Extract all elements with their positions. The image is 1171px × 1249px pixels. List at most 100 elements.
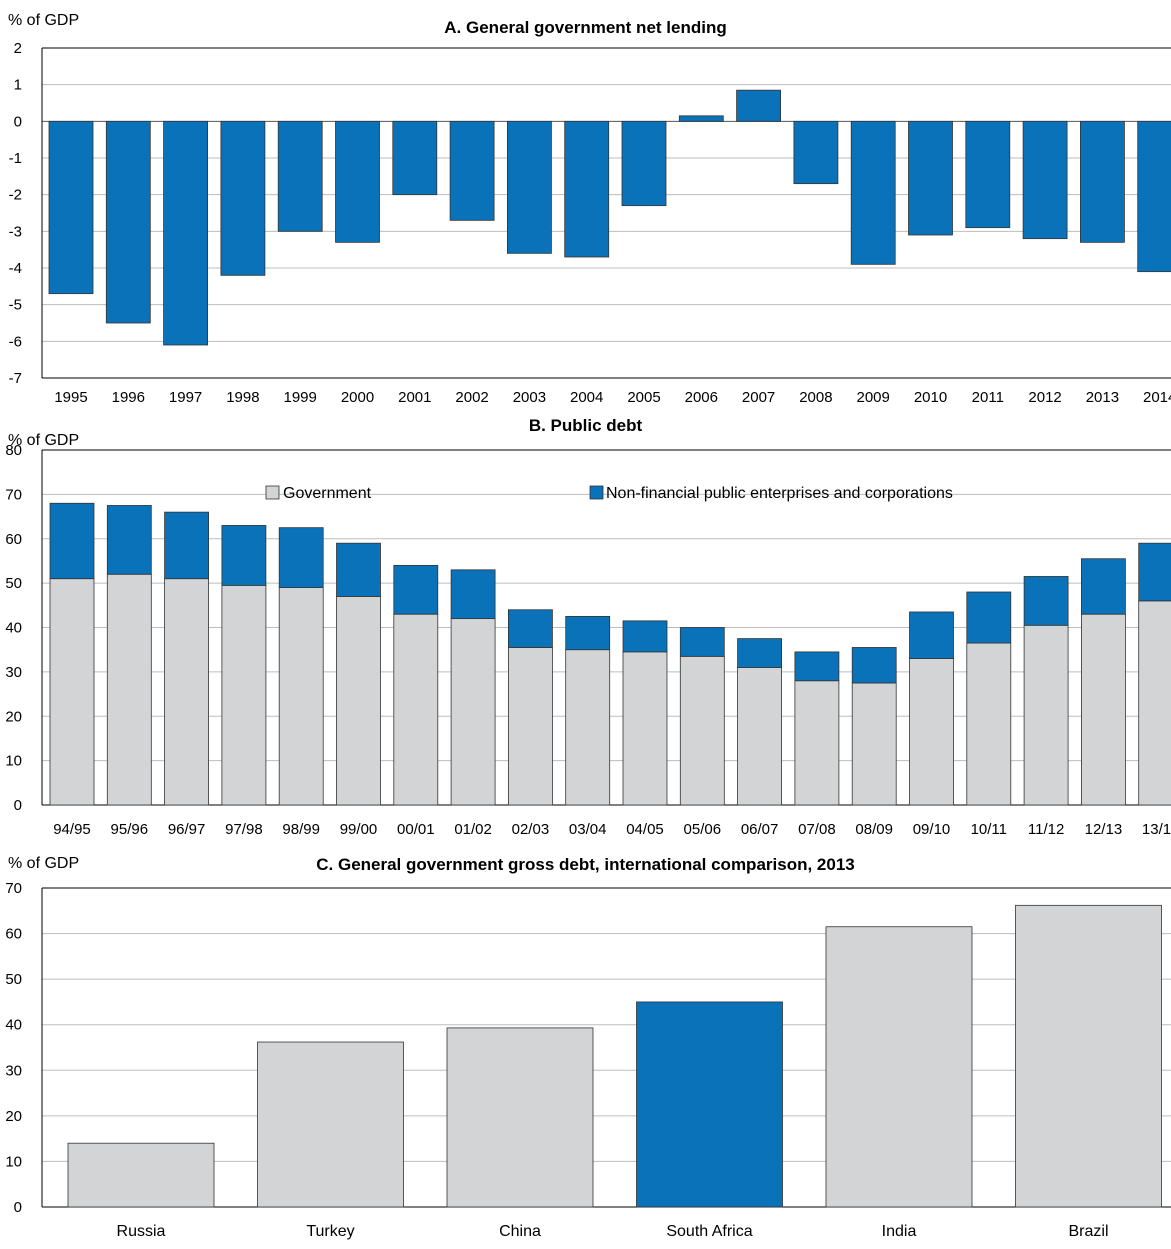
x-tick-label: 09/10 <box>913 821 951 838</box>
bar-brazil <box>1015 904 1162 1208</box>
bar-2007 <box>736 89 781 122</box>
y-tick-label: -4 <box>9 260 22 277</box>
bar-nfpe-04/05 <box>622 620 668 653</box>
y-tick-label: -6 <box>9 333 22 350</box>
x-tick-label: India <box>882 1223 917 1240</box>
x-tick-label: 98/99 <box>282 821 320 838</box>
bar-1996 <box>105 120 151 324</box>
x-tick-label: 2004 <box>570 389 603 406</box>
y-tick-label: 20 <box>5 1108 22 1125</box>
net-lending-chart: 2 1 0 -1 -2 -3 -4 -5 -6 -7 1995 1996 1997 1998 1999 200… <box>9 40 1171 406</box>
bar-government-99/00 <box>336 596 381 806</box>
bar-government-95/96 <box>106 573 152 806</box>
bar-nfpe-98/99 <box>278 527 324 588</box>
bar-nfpe-10/11 <box>966 591 1012 644</box>
bar-government-96/97 <box>164 578 210 806</box>
x-tick-label: 94/95 <box>53 821 91 838</box>
bar-government-01/02 <box>450 618 496 806</box>
y-tick-label: -7 <box>9 370 22 387</box>
x-tick-label: 2005 <box>627 389 660 406</box>
x-tick-label: Russia <box>117 1223 166 1240</box>
bar-nfpe-07/08 <box>794 651 840 682</box>
bar-2004 <box>564 120 610 258</box>
y-tick-label: 80 <box>5 442 22 459</box>
bar-nfpe-01/02 <box>450 569 496 620</box>
x-tick-label: 96/97 <box>168 821 206 838</box>
y-tick-label: 70 <box>5 880 22 897</box>
bar-russia <box>67 1142 215 1208</box>
bar-2006 <box>678 115 724 122</box>
x-tick-label: 02/03 <box>512 821 550 838</box>
x-tick-label: 2006 <box>685 389 718 406</box>
y-tick-label: 10 <box>5 1153 22 1170</box>
y-tick-label: -1 <box>9 150 22 167</box>
chart-title: C. General government gross debt, intern… <box>316 855 855 874</box>
bar-government-06/07 <box>737 667 782 806</box>
x-tick-label: 2010 <box>914 389 947 406</box>
x-tick-label: Brazil <box>1068 1223 1108 1240</box>
y-tick-label: 40 <box>5 620 22 637</box>
bar-government-98/99 <box>278 587 324 806</box>
bar-india <box>825 926 973 1208</box>
y-tick-label: 50 <box>5 971 22 988</box>
legend-swatch-government <box>265 485 280 500</box>
x-tick-label: 11/12 <box>1028 821 1064 838</box>
bar-nfpe-05/06 <box>679 627 725 657</box>
bar-nfpe-03/04 <box>565 616 611 651</box>
bar-2008 <box>793 120 839 185</box>
bar-1999 <box>277 120 323 232</box>
y-tick-label: 20 <box>5 708 22 725</box>
x-tick-label: 1996 <box>112 389 145 406</box>
x-tick-label: 10/11 <box>971 821 1007 838</box>
public-debt-chart: 80 70 60 50 40 30 20 10 0 94/95 95/96 96/97 97/98 98/… <box>5 442 1171 838</box>
bar-2012 <box>1022 120 1068 240</box>
bar-nfpe-02/03 <box>507 609 553 648</box>
bar-2010 <box>908 120 953 236</box>
x-tick-label: 2008 <box>799 389 832 406</box>
x-tick-label: 03/04 <box>569 821 607 838</box>
x-tick-label: 13/14 <box>1142 821 1171 838</box>
bar-nfpe-11/12 <box>1023 576 1069 626</box>
y-tick-label: 30 <box>5 664 22 681</box>
bar-nfpe-00/01 <box>393 564 439 615</box>
bar-government-94/95 <box>49 578 95 806</box>
x-tick-label: 00/01 <box>397 821 435 838</box>
panel-a-net-lending: 2 1 0 -1 -2 -3 -4 -5 -6 -7 1995 1996 1997 1998 1999 200… <box>0 0 1171 412</box>
bar-nfpe-12/13 <box>1081 558 1126 615</box>
x-tick-label: 12/13 <box>1085 821 1123 838</box>
x-tick-label: 1999 <box>284 389 317 406</box>
bar-government-05/06 <box>679 655 725 806</box>
bar-nfpe-99/00 <box>336 542 381 597</box>
bar-nfpe-08/09 <box>851 647 897 684</box>
x-tick-label: 08/09 <box>855 821 893 838</box>
bar-government-10/11 <box>966 642 1012 806</box>
bar-1998 <box>220 120 266 276</box>
bar-nfpe-95/96 <box>106 505 152 575</box>
y-axis-unit-label: % of GDP <box>8 12 80 29</box>
bar-government-00/01 <box>393 613 439 806</box>
x-tick-label: 06/07 <box>741 821 779 838</box>
panel-c-gross-debt-comparison: 70 60 50 40 30 20 10 0 Russia Turkey China South Af… <box>0 845 1171 1249</box>
bar-south-africa <box>636 1001 783 1208</box>
bar-nfpe-96/97 <box>164 511 210 580</box>
x-tick-label: 2002 <box>455 389 488 406</box>
bar-government-11/12 <box>1023 624 1069 806</box>
x-tick-label: China <box>499 1223 541 1240</box>
y-tick-label: 10 <box>5 753 22 770</box>
y-tick-label: 40 <box>5 1017 22 1034</box>
bar-2013 <box>1080 120 1125 243</box>
y-axis-unit-label: % of GDP <box>8 432 80 449</box>
y-tick-label: 50 <box>5 575 22 592</box>
panel-b-public-debt: 80 70 60 50 40 30 20 10 0 94/95 95/96 96/97 97/98 98/… <box>0 412 1171 845</box>
bar-government-04/05 <box>622 651 668 806</box>
gross-debt-comparison-chart: 70 60 50 40 30 20 10 0 Russia Turkey China South Af… <box>5 880 1171 1240</box>
bar-government-12/13 <box>1081 613 1126 806</box>
x-tick-label: 2009 <box>857 389 890 406</box>
bar-2001 <box>392 120 438 196</box>
bar-nfpe-97/98 <box>221 525 267 586</box>
bar-2000 <box>335 120 380 243</box>
bar-2002 <box>449 120 495 221</box>
x-tick-label: 2012 <box>1028 389 1061 406</box>
x-tick-label: 2003 <box>513 389 546 406</box>
bar-nfpe-06/07 <box>737 638 782 668</box>
